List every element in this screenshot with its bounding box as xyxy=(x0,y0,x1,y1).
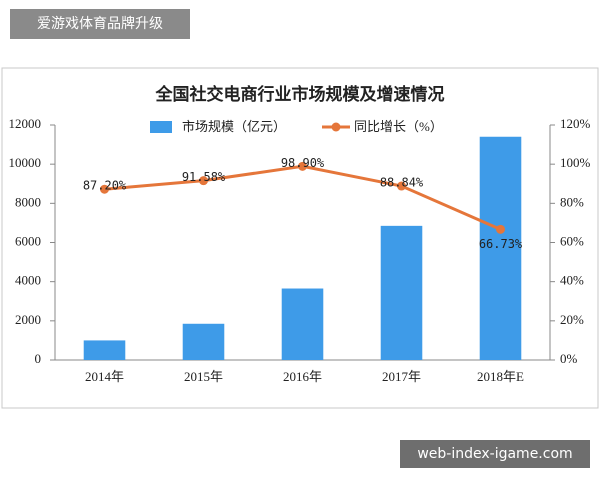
data-label: 66.73% xyxy=(479,237,523,251)
point xyxy=(397,181,406,191)
y2-tick-label: 40% xyxy=(560,273,584,288)
y-tick-label: 0 xyxy=(35,351,42,366)
legend-swatch xyxy=(331,122,341,132)
y2-tick-label: 100% xyxy=(560,155,591,170)
x-tick-label: 2018年E xyxy=(477,369,524,384)
bar xyxy=(380,225,423,360)
point xyxy=(199,176,208,186)
badge: 爱游戏体育品牌升级 xyxy=(37,15,163,32)
y-tick-label: 10000 xyxy=(9,155,42,170)
bar xyxy=(281,288,324,360)
legend-swatch xyxy=(150,121,172,133)
y2-tick-label: 0% xyxy=(560,351,578,366)
data-label: 88.84% xyxy=(380,176,424,190)
bar xyxy=(83,340,126,360)
chart-frame xyxy=(1,67,599,409)
y-tick-label: 2000 xyxy=(15,312,41,327)
x-tick-label: 2015年 xyxy=(184,369,223,384)
data-label: 98.90% xyxy=(281,156,325,170)
legend-label: 市场规模（亿元） xyxy=(182,119,286,134)
y2-tick-label: 120% xyxy=(560,116,591,131)
bar xyxy=(479,136,522,360)
y-tick-label: 8000 xyxy=(15,194,41,209)
y2-tick-label: 20% xyxy=(560,312,584,327)
y2-tick-label: 60% xyxy=(560,233,584,248)
badge-box xyxy=(10,9,190,39)
bar xyxy=(182,323,225,360)
point xyxy=(496,224,505,234)
watermark: web-index-igame.com xyxy=(417,446,572,462)
chart-title: 全国社交电商行业市场规模及增速情况 xyxy=(155,84,445,104)
y-tick-label: 6000 xyxy=(15,233,41,248)
x-tick-label: 2014年 xyxy=(85,369,124,384)
data-label: 91.58% xyxy=(182,170,226,184)
x-tick-label: 2017年 xyxy=(382,369,421,384)
y-tick-label: 4000 xyxy=(15,273,41,288)
legend-label: 同比增长（%） xyxy=(354,119,443,134)
data-label: 87.20% xyxy=(83,179,127,193)
y2-tick-label: 80% xyxy=(560,194,584,209)
y-tick-label: 12000 xyxy=(9,116,42,131)
point xyxy=(298,161,307,171)
point xyxy=(100,184,109,194)
x-tick-label: 2016年 xyxy=(283,369,322,384)
watermark-box xyxy=(400,440,590,468)
